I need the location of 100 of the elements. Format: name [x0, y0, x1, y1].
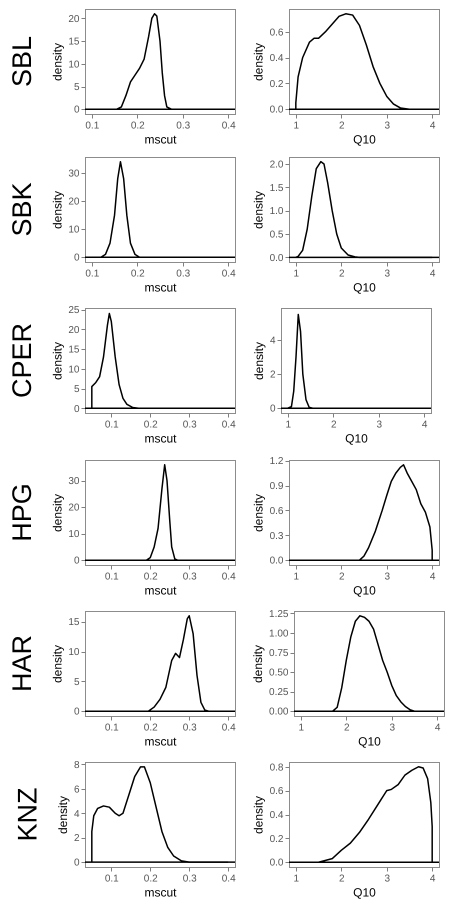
y-tick-label: 0.4: [270, 53, 284, 64]
x-tick-label: 4: [430, 268, 436, 280]
x-tick-label: 0.1: [104, 874, 120, 884]
x-axis-title: Q10: [353, 584, 376, 598]
y-tick-label: 30: [68, 476, 80, 488]
x-tick-label: 3: [384, 572, 390, 582]
y-tick-label: 0: [74, 706, 80, 718]
x-tick-label: 0.1: [104, 420, 120, 430]
y-tick-label: 6: [74, 784, 80, 796]
y-tick-label: 0.00: [269, 706, 289, 718]
y-tick-label: 1.2: [270, 456, 284, 468]
text: CPER: [6, 322, 37, 398]
y-tick-label: 15: [68, 344, 80, 356]
y-tick-label: 2.0: [270, 160, 284, 170]
x-tick-label: 0.4: [222, 268, 236, 280]
y-tick-label: 0: [270, 404, 276, 415]
y-tick-label: 10: [68, 364, 80, 376]
x-tick-label: 3: [376, 420, 382, 430]
y-tick-label: 30: [68, 168, 80, 180]
y-tick-label: 5: [74, 82, 80, 93]
x-tick-label: 0.3: [176, 120, 191, 132]
x-tick-label: 4: [430, 120, 436, 132]
x-tick-label: 0.3: [182, 572, 198, 582]
x-tick-label: 4: [422, 420, 428, 430]
y-axis-title: density: [50, 42, 64, 82]
y-tick-label: 0.75: [269, 648, 289, 660]
text: SBL: [6, 36, 37, 88]
y-tick-label: 5: [74, 676, 80, 688]
x-tick-label: 3: [384, 120, 390, 132]
y-axis-title: density: [251, 644, 266, 684]
x-tick-label: 0.2: [144, 874, 158, 884]
y-tick-label: 10: [68, 59, 80, 70]
y-tick-label: 0.0: [270, 858, 284, 869]
y-tick-label: 10: [68, 529, 80, 540]
y-axis-title: density: [252, 42, 266, 82]
y-axis-title: density: [50, 190, 64, 230]
y-tick-label: 20: [68, 14, 80, 25]
x-tick-label: 0.3: [176, 268, 191, 280]
y-tick-label: 10: [68, 224, 80, 236]
x-axis-title: Q10: [353, 132, 376, 146]
y-tick-label: 4: [74, 808, 80, 820]
y-tick-label: 0.6: [270, 506, 284, 517]
x-tick-label: 3: [384, 268, 390, 280]
y-axis-title: density: [252, 190, 266, 230]
y-tick-label: 4: [270, 336, 276, 347]
x-axis-title: Q10: [353, 886, 376, 900]
y-tick-label: 0.8: [270, 762, 284, 774]
y-tick-label: 15: [68, 617, 80, 628]
x-tick-label: 0.1: [85, 268, 100, 280]
y-tick-label: 8: [74, 760, 80, 771]
y-tick-label: 2: [74, 833, 80, 844]
x-tick-label: 0.4: [222, 722, 236, 734]
y-tick-label: 1.00: [269, 628, 289, 640]
y-tick-label: 0.0: [270, 252, 284, 264]
x-axis-title: mscut: [144, 432, 178, 446]
x-tick-label: 0.3: [182, 722, 198, 734]
x-tick-label: 4: [434, 722, 441, 734]
x-tick-label: 1: [286, 420, 292, 430]
y-tick-label: 15: [68, 36, 80, 48]
x-tick-label: 2: [344, 722, 350, 734]
y-tick-label: 0.2: [270, 78, 284, 90]
x-axis-title: Q10: [345, 432, 368, 446]
y-tick-label: 0.3: [270, 530, 284, 542]
y-tick-label: 0.0: [270, 556, 284, 567]
x-tick-label: 1: [294, 120, 300, 132]
y-tick-label: 0: [74, 404, 80, 415]
x-axis-title: mscut: [144, 734, 178, 748]
x-tick-label: 0.4: [222, 572, 236, 582]
y-tick-label: 0.2: [270, 834, 284, 845]
x-tick-label: 2: [338, 120, 345, 132]
x-tick-label: 0.1: [104, 572, 120, 582]
text: SBK: [6, 182, 37, 237]
y-tick-label: 0.50: [269, 668, 289, 679]
x-tick-label: 0.3: [182, 420, 198, 430]
y-tick-label: 10: [68, 647, 80, 658]
x-tick-label: 0.2: [144, 572, 158, 582]
x-tick-label: 3: [389, 722, 396, 734]
x-tick-label: 2: [338, 874, 345, 884]
y-tick-label: 0.0: [270, 104, 284, 116]
x-tick-label: 0.1: [85, 120, 100, 132]
x-tick-label: 0.4: [222, 120, 236, 132]
text: HAR: [6, 634, 37, 692]
y-axis-title: density: [50, 644, 64, 684]
x-axis-title: mscut: [144, 132, 178, 146]
y-tick-label: 0.6: [270, 27, 284, 38]
y-tick-label: 1.25: [269, 608, 289, 620]
y-tick-label: 20: [68, 196, 80, 208]
x-tick-label: 0.4: [222, 874, 236, 884]
y-tick-label: 0: [74, 556, 80, 567]
x-axis-title: Q10: [353, 280, 376, 294]
x-tick-label: 0.3: [182, 874, 198, 884]
y-tick-label: 0: [74, 252, 80, 264]
x-tick-label: 0.2: [144, 722, 158, 734]
y-tick-label: 1.5: [270, 182, 284, 194]
y-tick-label: 0.25: [269, 687, 289, 698]
y-axis-title: density: [252, 796, 266, 834]
x-tick-label: 2: [338, 572, 345, 582]
y-tick-label: 1.0: [270, 206, 284, 218]
y-tick-label: 25: [68, 305, 80, 316]
y-tick-label: 0.9: [270, 481, 284, 492]
